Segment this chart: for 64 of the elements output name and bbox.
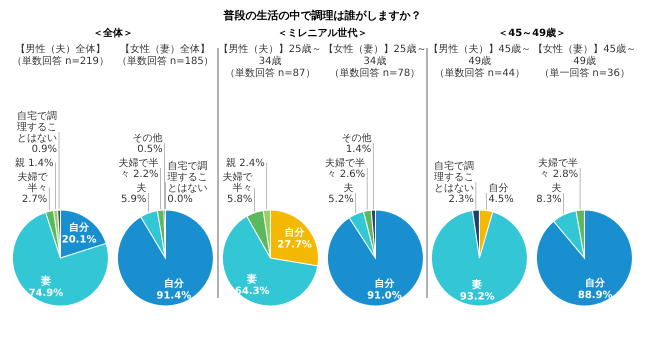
chart-title: 【男性（夫）全体】 [14, 44, 106, 56]
data-label: 5.2% [328, 194, 354, 205]
chart-subtitle: （単数回答 n=185） [116, 56, 215, 68]
slice-label: 自宅で調理することはない [434, 160, 474, 194]
text: 普段の生活の中で調理は誰がしますか？ [222, 8, 422, 23]
pie-slice [326, 210, 424, 306]
chart-title: 【男性（夫）】25歳～34歳 [218, 44, 322, 68]
data-label: 93.2% [460, 292, 495, 303]
data-label: 91.4% [156, 290, 192, 302]
data-label: 27.7% [276, 240, 312, 251]
slice-label: 夫 [552, 182, 562, 194]
data-label: 88.9% [578, 290, 613, 301]
chart-subtitle: （単数回答 n=219） [10, 56, 110, 68]
data-label: 4.5% [488, 194, 514, 205]
data-label: 1.4% [345, 144, 371, 155]
data-label: 20.1% [62, 234, 96, 246]
pie-slice [431, 210, 528, 306]
data-label: 0.9% [32, 144, 58, 155]
data-label: 5.9% [120, 194, 146, 205]
text: ＜全体＞ [92, 26, 134, 40]
chart-title: 【女性（妻）】25歳～34歳 [322, 44, 428, 68]
slice-label: 夫 [343, 182, 354, 194]
slice-label: 自分 [69, 221, 90, 234]
chart-title: 【女性（妻）全体】 [119, 44, 212, 56]
slice-label: 夫婦で半々 2.6% [324, 157, 365, 180]
chart-title: 【女性（妻）】45歳～49歳 [532, 44, 637, 68]
text: ＜ミレニアル世代＞ [276, 26, 368, 40]
text: ＜45～49歳＞ [497, 26, 568, 40]
slice-label: 夫婦で半々 2.8% [538, 157, 578, 180]
chart-title: 【男性（夫）】45歳～49歳 [427, 44, 532, 68]
slice-label: 自分 [585, 276, 606, 289]
category-label: 自宅で調理することはない [167, 161, 208, 194]
slice-label: 夫 [136, 182, 146, 194]
chart-subtitle: （単数回答 n=44） [433, 68, 526, 80]
chart-subtitle: （単数回答 n=78） [328, 68, 422, 80]
data-label: 2.7% [22, 194, 48, 205]
text: 0.0% [167, 194, 193, 205]
data-label: 74.9% [28, 288, 64, 300]
data-label: 0.5% [137, 144, 162, 155]
chart-subtitle: （単一回答 n=36） [538, 68, 631, 80]
slice-label: 夫婦で半々 2.2% [118, 157, 158, 180]
slice-label: その他 [132, 132, 162, 144]
chart-subtitle: （単数回答 n=87） [224, 68, 316, 80]
slice-label: その他 [340, 132, 371, 144]
pie-slice [12, 212, 109, 306]
slice-label: 自宅で調理することはない [17, 110, 58, 144]
data-label: 64.3% [234, 286, 270, 297]
data-label: 2.3% [448, 194, 474, 205]
pie-slice [116, 210, 214, 306]
slice-label: 妻 [472, 278, 483, 291]
slice-label: 妻 [40, 275, 51, 288]
slice-label: 親 2.4% [226, 157, 264, 169]
data-label: 8.3% [536, 194, 562, 205]
slice-label: 自分 [374, 277, 395, 290]
slice-label: 自分 [488, 182, 509, 194]
data-label: 91.0% [366, 290, 402, 302]
slice-label: 自分 [164, 278, 185, 290]
slice-label: 親 1.4% [14, 157, 54, 169]
slice-label: 夫婦で半々 [17, 171, 48, 194]
slice-label: 自分 [284, 226, 306, 239]
pie-slice [536, 210, 634, 306]
data-label: 5.8% [226, 194, 252, 205]
slice-label: 夫婦で半々 [222, 171, 254, 194]
slice-label: 妻 [246, 272, 257, 285]
